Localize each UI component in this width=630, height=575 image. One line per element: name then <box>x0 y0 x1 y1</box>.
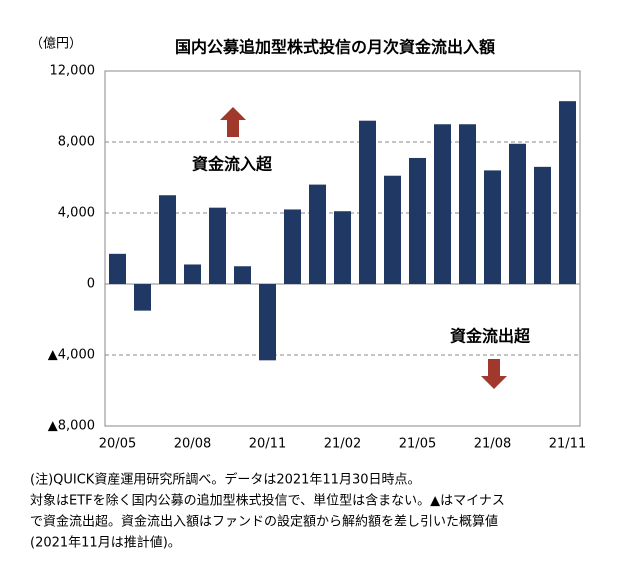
x-tick-label: 21/05 <box>399 437 436 452</box>
bar <box>134 284 151 311</box>
bar <box>459 124 476 284</box>
up-arrow <box>220 107 246 137</box>
bar <box>334 211 351 284</box>
bar <box>484 170 501 284</box>
y-tick-label: 4,000 <box>58 206 95 221</box>
bar <box>534 166 551 284</box>
bar <box>109 253 126 284</box>
x-tick-label: 21/02 <box>324 437 361 452</box>
annotation: 資金流出超 <box>450 327 531 346</box>
y-unit: （億円） <box>30 36 82 52</box>
bar <box>259 284 276 361</box>
bar <box>284 209 301 284</box>
note: (2021年11月は推計値)。 <box>30 535 181 551</box>
bar <box>384 175 401 284</box>
bar <box>434 124 451 284</box>
bar <box>559 101 576 284</box>
note: で資金流出超。資金流出入額はファンドの設定額から解約額を差し引いた概算値 <box>30 514 498 530</box>
x-tick-label: 20/11 <box>249 437 286 452</box>
y-tick-label: 0 <box>87 277 95 292</box>
chart-title: 国内公募追加型株式投信の月次資金流出入額 <box>175 38 495 57</box>
bar <box>209 207 226 284</box>
bar <box>509 143 526 284</box>
bar <box>234 266 251 284</box>
bar <box>309 184 326 284</box>
y-tick-label: 8,000 <box>58 135 95 150</box>
y-tick-label: 12,000 <box>50 64 96 79</box>
y-tick-label: ▲8,000 <box>48 419 95 434</box>
x-tick-label: 21/11 <box>549 437 586 452</box>
x-tick-label: 20/08 <box>174 437 211 452</box>
x-tick-label: 20/05 <box>99 437 136 452</box>
bar <box>159 195 176 284</box>
down-arrow <box>481 359 507 389</box>
x-tick-label: 21/08 <box>474 437 511 452</box>
bar <box>359 120 376 284</box>
bar <box>409 157 426 284</box>
annotation: 資金流入超 <box>192 155 273 174</box>
note: 対象はETFを除く国内公募の追加型株式投信で、単位型は含まない。▲はマイナス <box>30 493 505 509</box>
y-tick-label: ▲4,000 <box>48 348 95 363</box>
plot-frame <box>104 70 581 427</box>
note: (注)QUICK資産運用研究所調べ。データは2021年11月30日時点。 <box>30 472 421 488</box>
bar <box>184 264 201 284</box>
